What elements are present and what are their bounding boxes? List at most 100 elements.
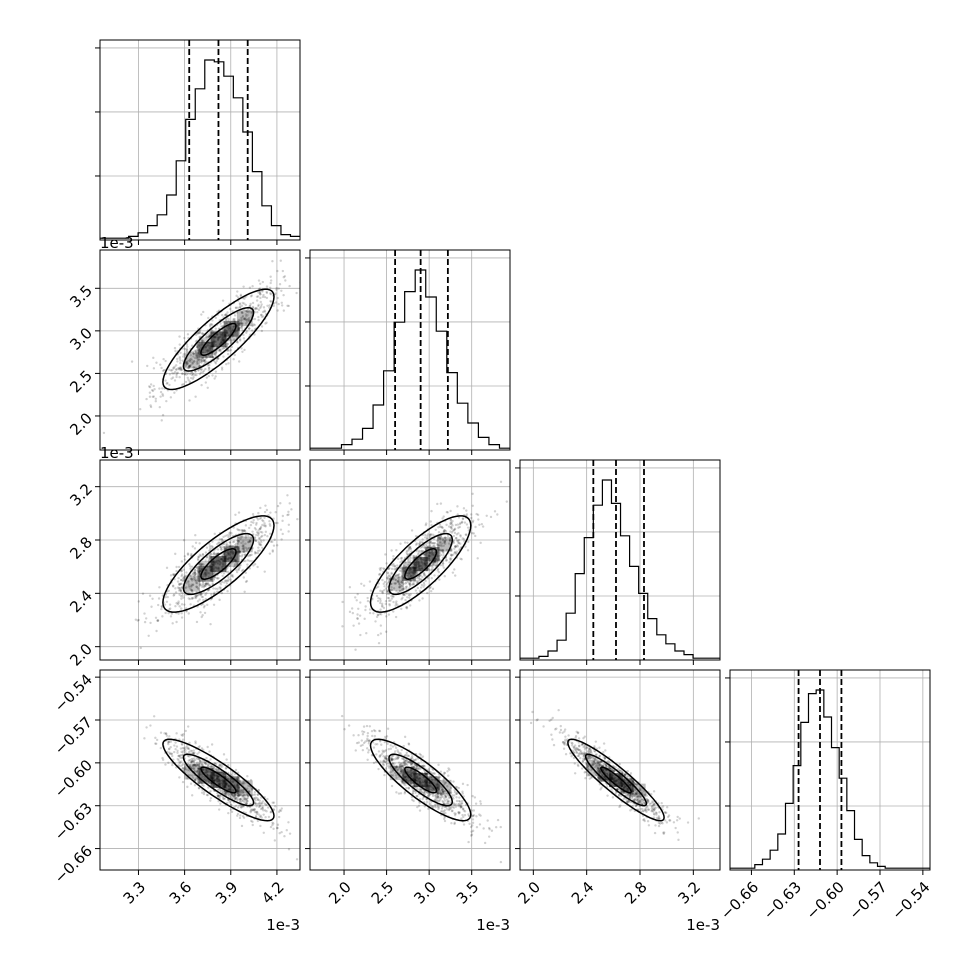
scatter-point (221, 299, 225, 302)
scatter-point (190, 589, 193, 592)
scatter-point (193, 778, 197, 782)
scatter-point (268, 286, 272, 289)
scatter-point (225, 543, 228, 547)
scatter-point (194, 595, 197, 598)
scatter-point (398, 767, 401, 770)
scatter-point (211, 319, 214, 322)
scatter-point (208, 554, 211, 557)
scatter-point (404, 775, 407, 779)
scatter-point (237, 322, 241, 325)
scatter-point (371, 598, 374, 601)
scatter-point (597, 763, 600, 766)
scatter-point (237, 785, 240, 789)
scatter-point (588, 748, 591, 751)
scatter-point (403, 735, 407, 739)
scatter-point (178, 776, 181, 779)
scatter-point (646, 799, 650, 802)
scatter-point (424, 543, 428, 546)
scatter-point (486, 819, 489, 822)
scatter-point (405, 751, 408, 755)
scatter-point (254, 551, 258, 555)
scatter-point (192, 352, 195, 355)
scatter-point (200, 367, 203, 371)
scatter-point (207, 348, 210, 351)
scatter-point (178, 335, 181, 338)
scatter-point (452, 541, 455, 545)
scatter-point (241, 544, 244, 548)
scatter-point (434, 798, 437, 801)
scatter-point (590, 768, 593, 772)
scatter-point (652, 803, 655, 807)
scatter-point (296, 517, 299, 521)
scatter-point (444, 781, 448, 784)
scatter-point (227, 551, 230, 555)
scatter-point (208, 323, 212, 326)
scatter-point (238, 804, 241, 807)
scatter-point (237, 794, 240, 797)
scatter-point (441, 549, 444, 553)
scatter-point (269, 275, 272, 278)
scatter-point (253, 323, 256, 327)
scatter-point (442, 515, 445, 518)
scatter-point (225, 545, 229, 548)
scatter-point (635, 792, 638, 795)
contour-1 (182, 306, 255, 372)
scatter-point (372, 612, 375, 615)
scatter-point (224, 580, 228, 583)
scatter-point (216, 357, 220, 360)
scatter-point (195, 763, 199, 767)
scatter-point (389, 759, 393, 762)
scatter-point (186, 376, 189, 380)
scatter-point (421, 755, 425, 758)
scatter-point (185, 343, 189, 346)
scatter-point (196, 351, 200, 355)
scatter-point (479, 800, 482, 803)
scatter-point (459, 542, 462, 545)
scatter-point (196, 766, 200, 770)
density-cell (424, 551, 439, 567)
scatter-point (201, 343, 204, 346)
scatter-point (470, 516, 473, 520)
scatter-point (440, 795, 443, 799)
scatter-point (176, 586, 180, 589)
scatter-point (233, 797, 237, 800)
scatter-point (236, 793, 239, 796)
scatter-point (624, 792, 628, 795)
panel-3-0 (99, 669, 301, 871)
scatter-point (442, 544, 445, 547)
scatter-point (224, 792, 228, 795)
scatter-point (448, 768, 451, 771)
scatter-point (159, 395, 162, 398)
scatter-point (427, 781, 431, 785)
scatter-point (188, 365, 191, 369)
scatter-point (259, 814, 262, 817)
scatter-point (259, 530, 262, 534)
scatter-point (252, 533, 255, 536)
scatter-point (418, 809, 422, 812)
scatter-point (199, 759, 202, 762)
scatter-point (393, 574, 397, 577)
scatter-point (234, 306, 238, 309)
scatter-point (160, 419, 163, 422)
scatter-point (634, 804, 638, 808)
scatter-point (268, 532, 272, 536)
scatter-point (564, 735, 567, 738)
scatter-point (282, 309, 286, 312)
scatter-point (228, 532, 231, 535)
scatter-point (400, 780, 404, 784)
scatter-point (198, 781, 201, 784)
scatter-point (160, 366, 163, 370)
scatter-point (265, 290, 268, 294)
scatter-point (369, 589, 373, 592)
scatter-point (264, 322, 267, 325)
scatter-point (256, 802, 260, 806)
scatter-point (268, 304, 271, 307)
scatter-point (454, 545, 457, 548)
scatter-point (231, 788, 234, 792)
scatter-point (189, 749, 192, 753)
scatter-point (433, 772, 436, 775)
scatter-point (230, 340, 233, 344)
scatter-point (249, 810, 252, 813)
scatter-point (175, 357, 179, 361)
scatter-point (244, 546, 247, 549)
